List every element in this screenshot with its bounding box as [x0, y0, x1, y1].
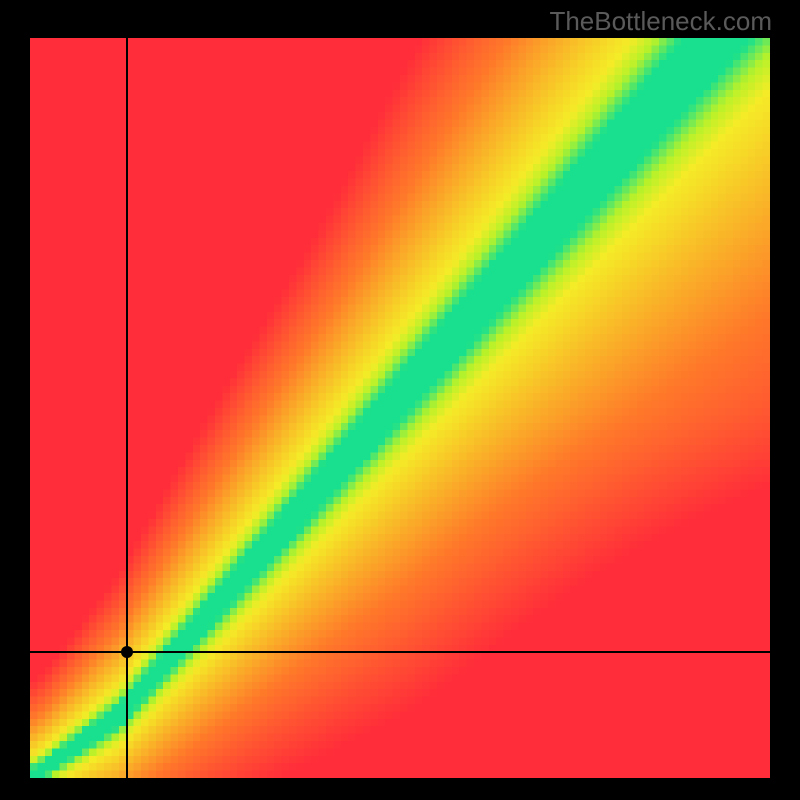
bottleneck-heatmap — [30, 38, 770, 778]
chart-frame: TheBottleneck.com — [0, 0, 800, 800]
watermark-text: TheBottleneck.com — [549, 6, 772, 37]
crosshair-vertical — [126, 38, 128, 778]
crosshair-marker — [121, 646, 133, 658]
crosshair-horizontal — [30, 651, 770, 653]
plot-area — [30, 38, 770, 778]
